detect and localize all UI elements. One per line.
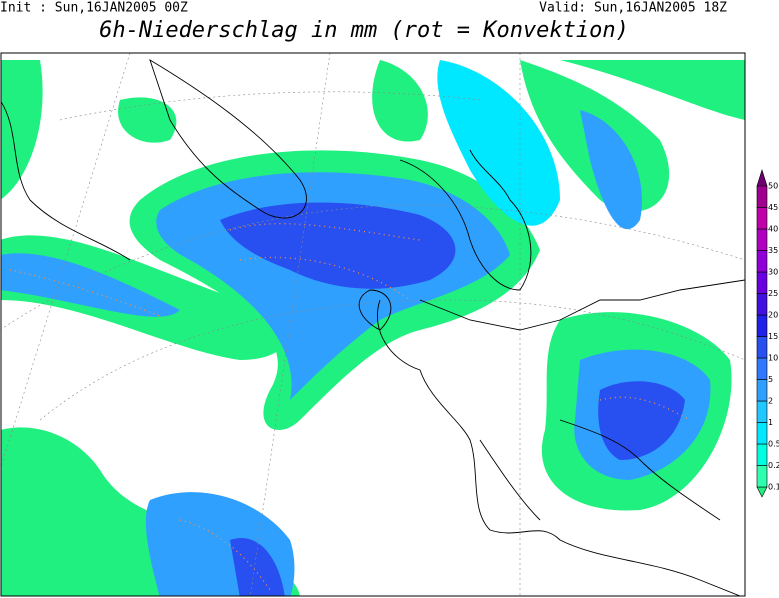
colorbar-segment bbox=[756, 400, 768, 423]
colorbar-label: 15 bbox=[768, 332, 778, 341]
colorbar-segment bbox=[756, 379, 768, 402]
colorbar-label: 0.1 bbox=[768, 483, 779, 492]
graticule bbox=[1, 53, 745, 596]
colorbar-label: 2 bbox=[768, 397, 773, 406]
colorbar-label: 50 bbox=[768, 182, 778, 191]
colorbar-segment bbox=[756, 185, 768, 208]
colorbar-segment bbox=[756, 228, 768, 251]
init-time: Init : Sun,16JAN2005 00Z bbox=[0, 1, 188, 16]
precipitation-field bbox=[1, 60, 745, 596]
colorbar-label: 35 bbox=[768, 246, 778, 255]
colorbar-segment bbox=[756, 443, 768, 466]
colorbar-label: 0.5 bbox=[768, 440, 779, 449]
colorbar-segment bbox=[756, 207, 768, 230]
colorbar-segment bbox=[756, 486, 768, 498]
colorbar-segment bbox=[756, 357, 768, 380]
colorbar-segment bbox=[756, 271, 768, 294]
colorbar-segment bbox=[756, 314, 768, 337]
map-title: 6h-Niederschlag in mm (rot = Konvektion) bbox=[99, 18, 629, 43]
colorbar-label: 1 bbox=[768, 418, 773, 427]
map bbox=[0, 52, 746, 597]
colorbar-label: 25 bbox=[768, 289, 778, 298]
colorbar-segment bbox=[756, 465, 768, 488]
colorbar-segment bbox=[756, 336, 768, 359]
colorbar-segment bbox=[756, 422, 768, 445]
colorbar-label: 30 bbox=[768, 268, 778, 277]
colorbar-segment bbox=[756, 168, 768, 187]
colorbar-label: 40 bbox=[768, 225, 778, 234]
valid-time: Valid: Sun,16JAN2005 18Z bbox=[539, 1, 727, 16]
colorbar-label: 10 bbox=[768, 354, 778, 363]
colorbar-label: 45 bbox=[768, 203, 778, 212]
colorbar-label: 20 bbox=[768, 311, 778, 320]
colorbar-label: 0.2 bbox=[768, 461, 779, 470]
colorbar-label: 5 bbox=[768, 375, 773, 384]
map-frame bbox=[0, 52, 746, 597]
colorbar-segment bbox=[756, 250, 768, 273]
colorbar-segment bbox=[756, 293, 768, 316]
coastlines bbox=[1, 58, 745, 596]
